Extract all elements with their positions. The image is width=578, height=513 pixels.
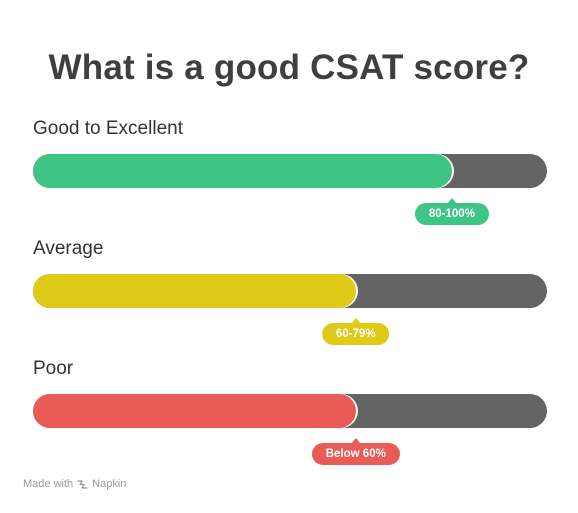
footer-brand-text: Napkin <box>92 478 127 490</box>
badge-poor: Below 60% <box>311 438 400 465</box>
badge-pointer <box>350 318 361 324</box>
bar-track-average <box>33 274 547 308</box>
napkin-logo-icon <box>77 479 88 490</box>
badge-text: 80-100% <box>428 208 475 220</box>
badge-text: Below 60% <box>325 448 386 460</box>
badge-pointer <box>446 198 457 204</box>
bar-fill-average <box>33 274 356 308</box>
badge-text: 60-79% <box>335 328 376 340</box>
bar-fill-good-to-excellent <box>33 154 452 188</box>
page-title: What is a good CSAT score? <box>48 48 530 87</box>
row-label-good-to-excellent: Good to Excellent <box>33 118 183 139</box>
bar-track-good-to-excellent <box>33 154 547 188</box>
badge-pointer <box>350 438 361 444</box>
made-with-napkin-footer[interactable]: Made with Napkin <box>23 478 126 490</box>
badge-good-to-excellent: 80-100% <box>414 198 489 225</box>
row-label-poor: Poor <box>33 358 74 379</box>
bar-fill-poor <box>33 394 356 428</box>
row-label-average: Average <box>33 238 104 259</box>
badge-average: 60-79% <box>321 318 390 345</box>
footer-made-with-text: Made with <box>23 478 74 490</box>
bar-track-poor <box>33 394 547 428</box>
